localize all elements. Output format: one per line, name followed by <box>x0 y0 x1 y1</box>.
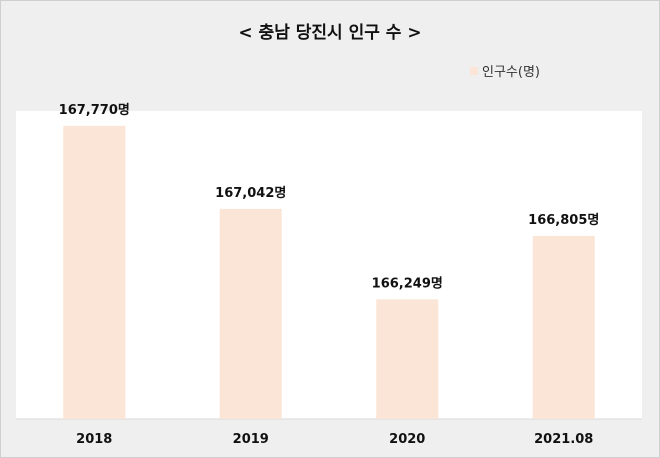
legend: 인구수(명) <box>470 61 540 80</box>
data-label: 167,770명 <box>59 102 130 118</box>
legend-swatch <box>470 66 478 75</box>
bar-2021.08 <box>532 235 595 419</box>
x-tick-label: 2021.08 <box>534 432 593 447</box>
legend-label: 인구수(명) <box>482 65 540 80</box>
bar-2018 <box>63 125 126 420</box>
x-tick-label: 2020 <box>389 432 425 447</box>
x-tick-label: 2018 <box>76 432 112 447</box>
bar-2019 <box>219 208 282 419</box>
data-label: 167,042명 <box>215 185 286 201</box>
bar-2020 <box>376 299 439 419</box>
data-label: 166,805명 <box>528 212 599 228</box>
chart-title: < 충남 당진시 인구 수 > <box>238 23 422 43</box>
x-tick-label: 2019 <box>233 432 269 447</box>
data-label: 166,249명 <box>372 275 443 291</box>
